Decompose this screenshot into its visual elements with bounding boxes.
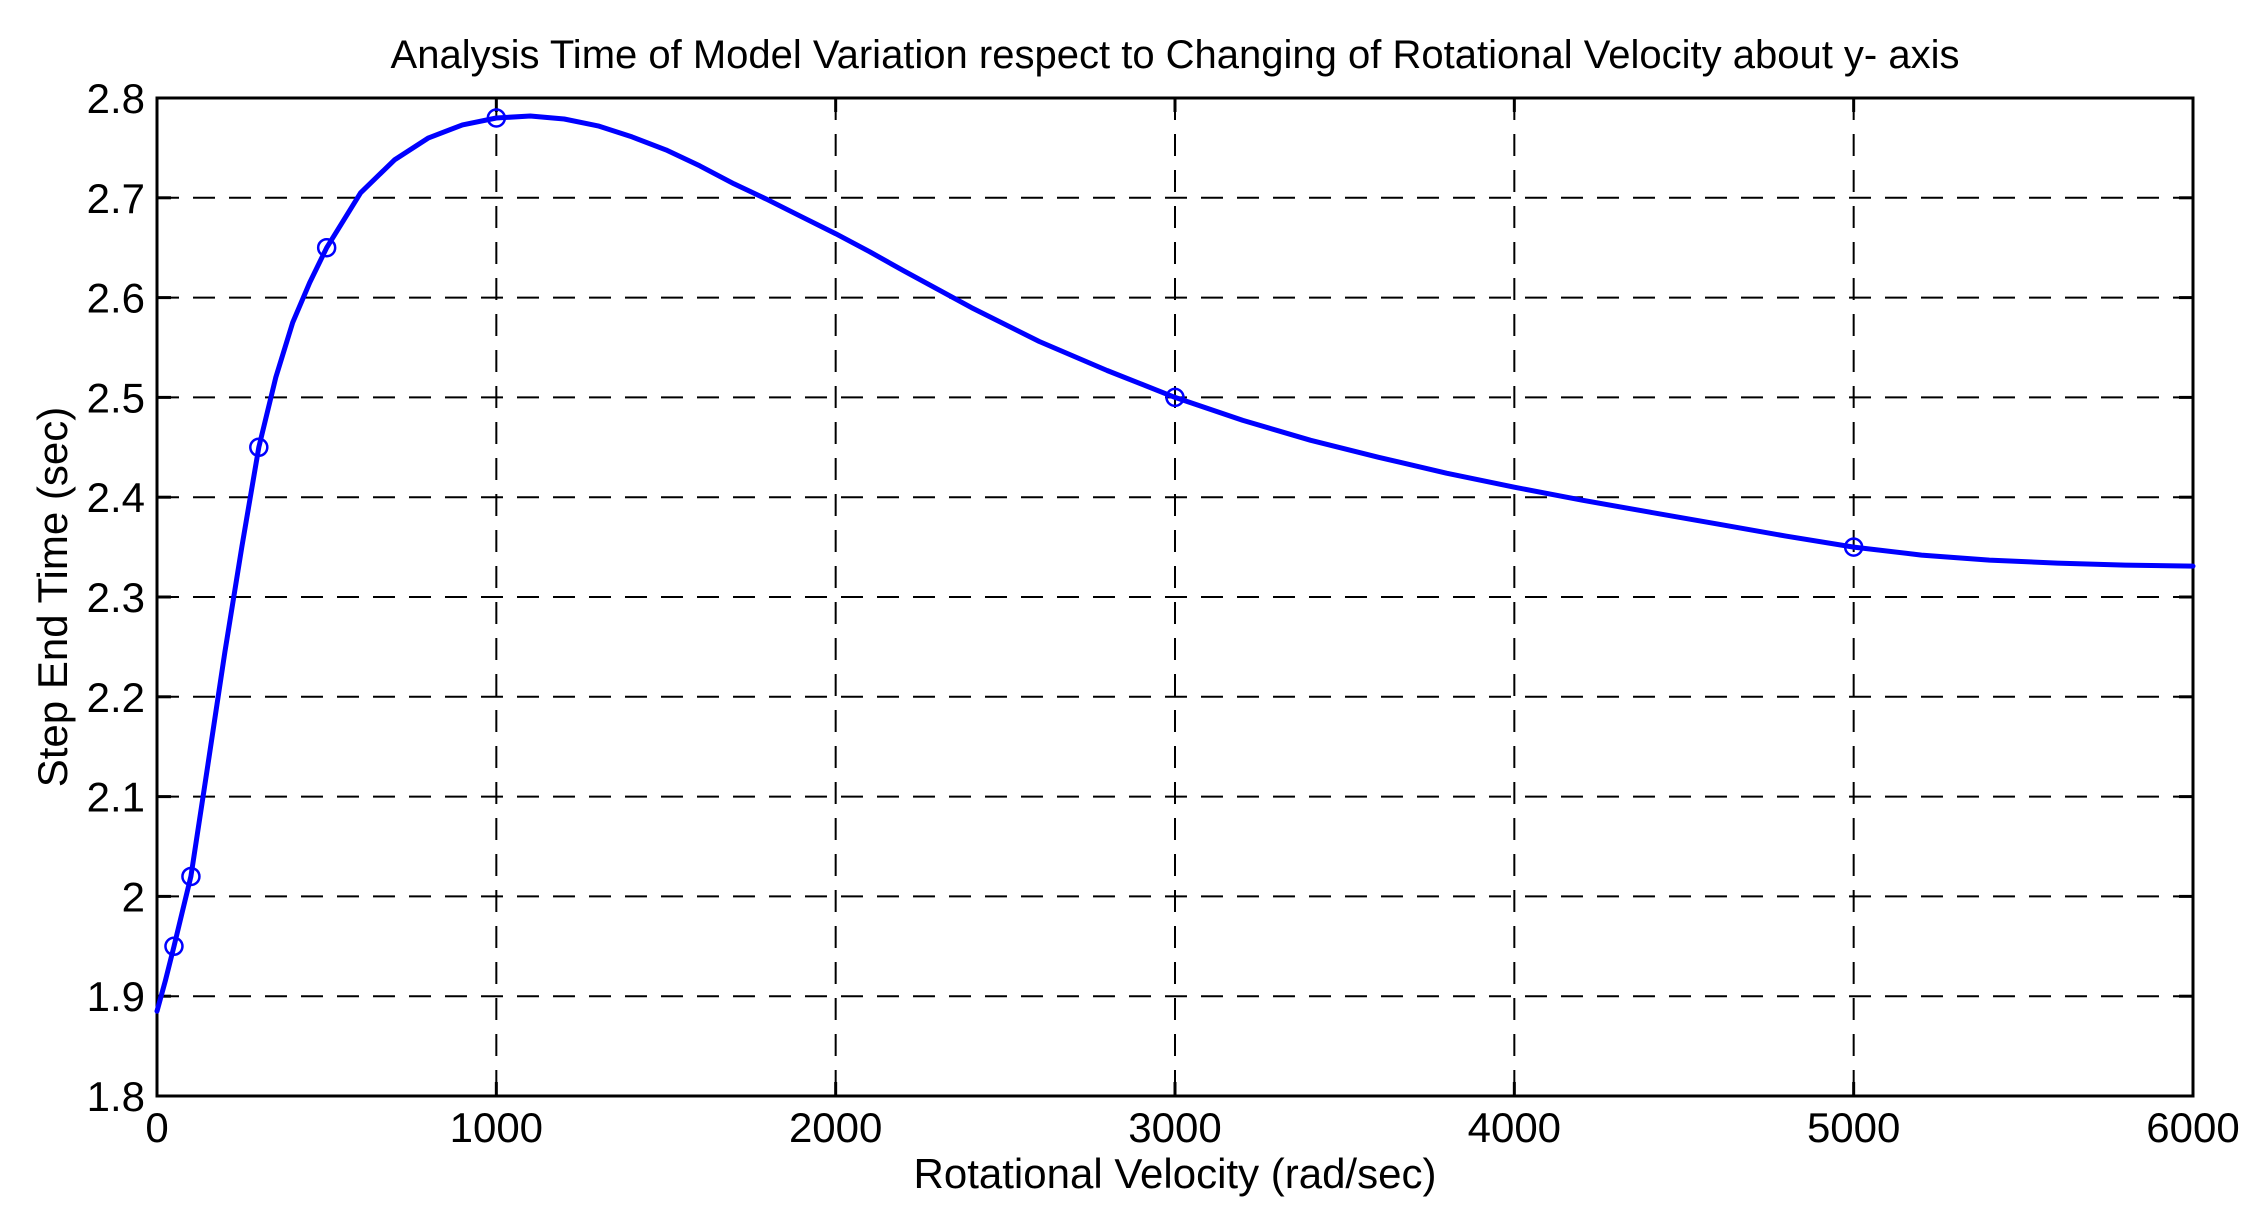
data-point-marker <box>486 108 507 128</box>
tick-labels: 0 1000 2000 3000 4000 5000 6000 1.8 1.9 2 2.1 2.2 2.… <box>87 75 2240 1151</box>
x-tick-label: 0 <box>145 1104 168 1151</box>
y-tick-label: 2.6 <box>87 275 145 322</box>
y-tick-label: 2.1 <box>87 774 145 821</box>
grid-lines <box>157 98 2193 1096</box>
x-tick-label: 4000 <box>1468 1104 1561 1151</box>
x-tick-label: 6000 <box>2146 1104 2239 1151</box>
y-tick-label: 2.3 <box>87 574 145 621</box>
y-axis-label: Step End Time (sec) <box>29 406 76 788</box>
axes-box <box>155 96 2195 1098</box>
y-tick-label: 2.5 <box>87 374 145 421</box>
y-tick-label: 1.9 <box>87 973 145 1020</box>
data-series <box>154 108 2196 1014</box>
x-tick-label: 1000 <box>450 1104 543 1151</box>
y-tick-label: 2.4 <box>87 474 145 521</box>
x-axis-label: Rotational Velocity (rad/sec) <box>913 1150 1437 1197</box>
y-tick-label: 2.8 <box>87 75 145 122</box>
data-curve <box>154 113 2196 1014</box>
data-point-marker <box>181 866 201 887</box>
data-point-marker <box>249 437 269 458</box>
y-tick-label: 2.7 <box>87 175 145 222</box>
data-point-marker <box>1843 537 1864 557</box>
chart-title: Analysis Time of Model Variation respect… <box>390 33 1960 77</box>
x-tick-label: 5000 <box>1807 1104 1900 1151</box>
y-tick-label: 2.2 <box>87 674 145 721</box>
data-point-marker <box>1165 387 1185 408</box>
x-tick-label: 2000 <box>789 1104 882 1151</box>
y-tick-label: 1.8 <box>87 1073 145 1120</box>
x-tick-label: 3000 <box>1128 1104 1221 1151</box>
y-tick-label: 2 <box>122 873 145 920</box>
data-point-marker <box>164 936 184 957</box>
data-point-marker <box>316 237 337 258</box>
